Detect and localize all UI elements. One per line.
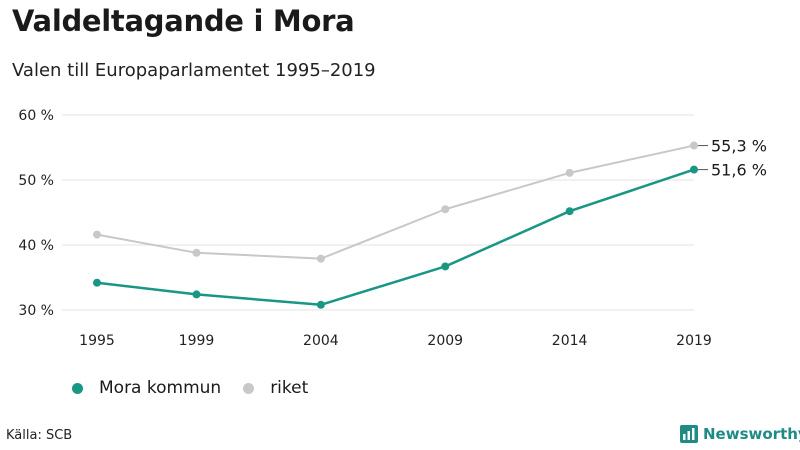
y-tick-label: 40 % bbox=[18, 238, 54, 254]
brand: Newsworthy bbox=[680, 425, 800, 443]
series-line-riket bbox=[96, 144, 695, 260]
legend-dot-mora bbox=[72, 382, 83, 394]
legend-item-riket: riket bbox=[243, 378, 308, 398]
y-tick-label: 30 % bbox=[18, 303, 54, 319]
data-point-mora bbox=[316, 300, 325, 309]
x-tick-label: 2009 bbox=[427, 333, 463, 349]
legend-label-riket: riket bbox=[270, 378, 309, 398]
x-tick-label: 1999 bbox=[179, 333, 215, 349]
legend-item-mora: Mora kommun bbox=[72, 378, 221, 398]
y-tick-label: 50 % bbox=[18, 173, 54, 189]
data-point-riket bbox=[93, 230, 101, 239]
data-point-riket bbox=[441, 205, 450, 214]
legend: Mora kommun riket bbox=[72, 378, 330, 398]
data-point-riket bbox=[316, 254, 325, 263]
data-point-mora bbox=[192, 290, 201, 299]
data-point-riket bbox=[192, 248, 201, 257]
x-tick-label: 2019 bbox=[676, 333, 712, 349]
chart-title: Valdeltagande i Mora bbox=[12, 4, 355, 38]
x-tick-label: 1995 bbox=[79, 333, 115, 349]
data-point-riket bbox=[690, 141, 698, 150]
legend-label-mora: Mora kommun bbox=[99, 378, 222, 398]
source-note: Källa: SCB bbox=[6, 428, 73, 443]
data-point-riket bbox=[565, 168, 574, 177]
data-point-mora bbox=[441, 262, 450, 271]
brand-name: Newsworthy bbox=[703, 425, 800, 443]
series-line-mora bbox=[96, 168, 695, 307]
end-label-riket: 55,3 % bbox=[711, 137, 767, 156]
chart-subtitle: Valen till Europaparlamentet 1995–2019 bbox=[12, 60, 376, 81]
data-point-mora bbox=[690, 165, 698, 174]
legend-dot-riket bbox=[243, 382, 255, 394]
x-tick-label: 2004 bbox=[303, 333, 339, 349]
x-tick-label: 2014 bbox=[552, 333, 588, 349]
data-point-mora bbox=[93, 278, 101, 287]
data-point-mora bbox=[565, 207, 574, 216]
newsworthy-logo-icon bbox=[680, 425, 698, 443]
y-tick-label: 60 % bbox=[18, 108, 54, 124]
end-label-mora: 51,6 % bbox=[711, 161, 767, 180]
